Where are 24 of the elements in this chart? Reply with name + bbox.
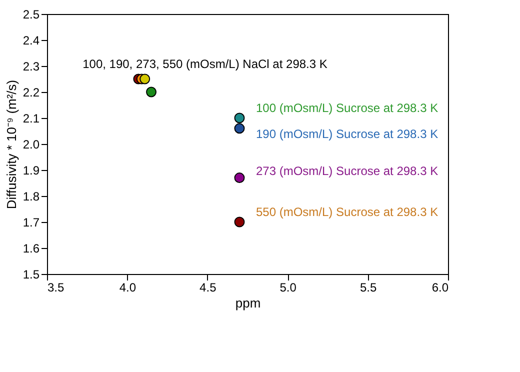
y-tick-label: 1.5 xyxy=(22,268,40,282)
x-tick-label: 3.5 xyxy=(48,280,65,294)
annotation: 273 (mOsm/L) Sucrose at 298.3 K xyxy=(256,164,438,178)
annotation: 100 (mOsm/L) Sucrose at 298.3 K xyxy=(256,101,438,115)
x-tick-label: 6.0 xyxy=(432,280,449,294)
y-tick-label: 2.2 xyxy=(22,86,40,100)
y-tick-label: 2.0 xyxy=(22,138,40,152)
x-tick-label: 5.0 xyxy=(280,280,297,294)
y-tick-label: 2.1 xyxy=(22,112,40,126)
annotation: 190 (mOsm/L) Sucrose at 298.3 K xyxy=(256,127,438,141)
y-tick-label: 1.6 xyxy=(22,242,40,256)
y-tick-label: 1.8 xyxy=(22,190,40,204)
x-axis-title: ppm xyxy=(235,296,261,310)
annotation: 550 (mOsm/L) Sucrose at 298.3 K xyxy=(256,205,438,219)
annotation: 100, 190, 273, 550 (mOsm/L) NaCl at 298.3 K xyxy=(82,57,328,71)
y-axis-title: Diffusivity * 10⁻⁹ (m²/s) xyxy=(4,80,19,210)
y-tick-label: 2.5 xyxy=(22,8,40,22)
y-tick-label: 2.3 xyxy=(22,60,40,74)
x-tick-label: 5.5 xyxy=(360,280,377,294)
y-tick-label: 1.9 xyxy=(22,164,40,178)
y-tick-label: 1.7 xyxy=(22,216,40,230)
x-tick-label: 4.5 xyxy=(200,280,217,294)
x-tick-label: 4.0 xyxy=(119,280,136,294)
y-tick-label: 2.4 xyxy=(22,34,40,48)
